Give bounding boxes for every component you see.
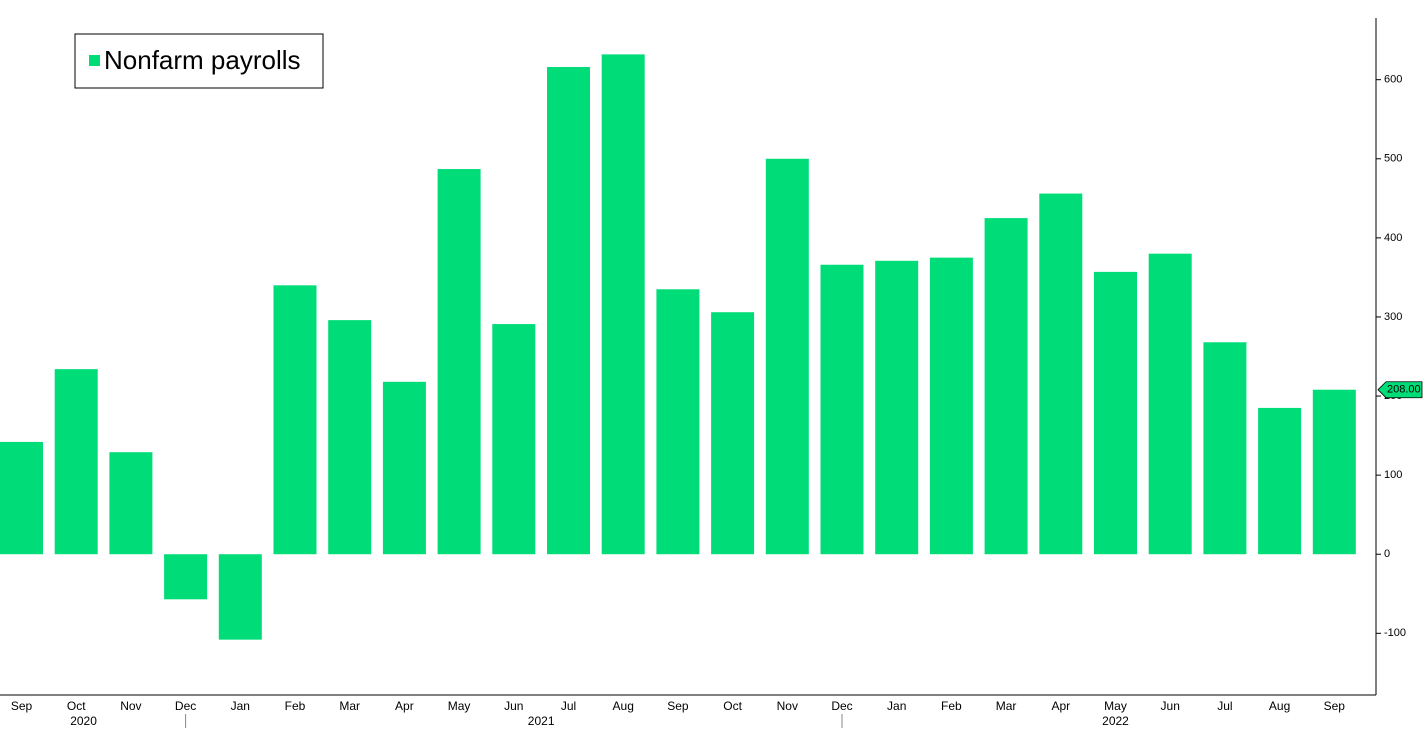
x-tick-label: Oct [723, 699, 742, 713]
bar [328, 320, 372, 555]
legend-label: Nonfarm payrolls [104, 45, 301, 75]
x-tick-label: Mar [996, 699, 1017, 713]
x-tick-label: Nov [777, 699, 798, 713]
bar [437, 169, 481, 555]
x-tick-label: Oct [67, 699, 86, 713]
x-tick-label: Jul [1217, 699, 1232, 713]
x-tick-label: Aug [613, 699, 634, 713]
bar [54, 369, 98, 555]
x-tick-label: Dec [175, 699, 196, 713]
x-tick-label: May [1104, 699, 1127, 713]
bar [711, 312, 755, 555]
bar [656, 289, 700, 555]
y-tick-label: 300 [1384, 311, 1402, 323]
bar [601, 54, 645, 555]
legend-swatch [89, 55, 100, 66]
x-tick-label: Jun [1161, 699, 1180, 713]
bar [765, 158, 809, 555]
x-tick-label: Jan [887, 699, 906, 713]
y-tick-label: 400 [1384, 232, 1402, 244]
bar [109, 452, 153, 555]
legend-box [74, 33, 324, 89]
x-tick-label: Dec [831, 699, 852, 713]
bar [0, 441, 43, 555]
bar [218, 554, 262, 640]
y-tick-label: 100 [1384, 469, 1402, 481]
x-tick-label: Aug [1269, 699, 1290, 713]
x-tick-label: Jan [231, 699, 250, 713]
x-group-label: 2022 [1102, 714, 1129, 728]
x-tick-label: Nov [120, 699, 141, 713]
x-group-label: 2021 [528, 714, 555, 728]
bar [547, 67, 590, 555]
x-tick-label: Jul [561, 699, 576, 713]
y-tick-label: 600 [1384, 74, 1402, 86]
bar [492, 324, 536, 555]
x-tick-label: Sep [11, 699, 33, 713]
value-tag [1377, 381, 1423, 399]
bar [1203, 342, 1247, 555]
bar [1094, 271, 1137, 555]
bar [382, 381, 426, 555]
y-tick-label: 0 [1384, 548, 1390, 560]
bar [820, 264, 864, 555]
x-tick-label: Sep [667, 699, 689, 713]
x-tick-label: Feb [285, 699, 306, 713]
x-tick-label: Sep [1324, 699, 1346, 713]
bar [1039, 193, 1083, 555]
bar [1312, 389, 1356, 555]
bar [1148, 253, 1192, 555]
y-tick-label: 500 [1384, 153, 1402, 165]
x-tick-label: Apr [395, 699, 414, 713]
bar [984, 218, 1028, 555]
x-tick-label: Feb [941, 699, 962, 713]
x-tick-label: Jun [504, 699, 523, 713]
value-label: 208.00 [1387, 384, 1421, 396]
bar [273, 285, 317, 555]
bar [875, 260, 919, 555]
x-tick-label: May [448, 699, 471, 713]
x-group-label: 2020 [70, 714, 97, 728]
bar [1258, 407, 1302, 555]
bar [164, 554, 208, 600]
x-tick-label: Mar [339, 699, 360, 713]
y-tick-label: -100 [1384, 627, 1406, 639]
bar [929, 257, 973, 555]
x-tick-label: Apr [1051, 699, 1070, 713]
